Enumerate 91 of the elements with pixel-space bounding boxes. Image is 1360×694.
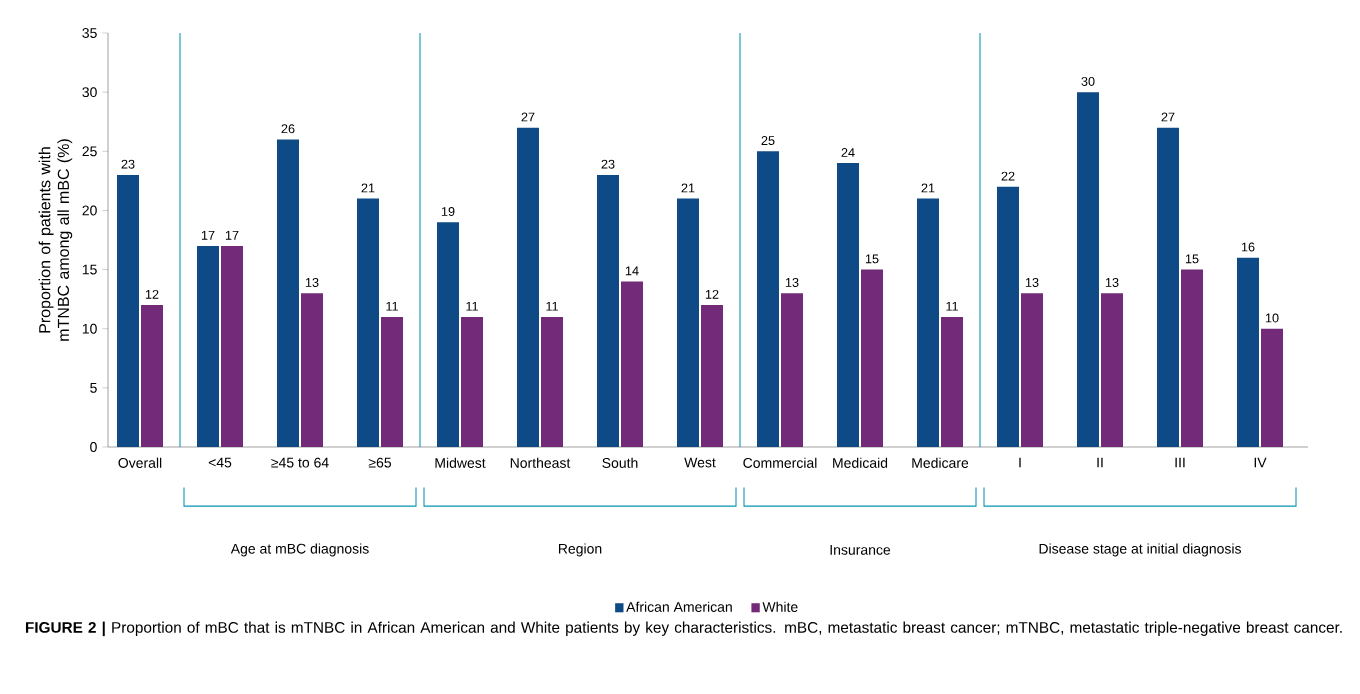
data-label: 21 [361, 183, 375, 193]
data-label: 26 [281, 124, 295, 134]
x-tick-label: II [1097, 457, 1103, 468]
bar [381, 316, 404, 447]
y-tick-label: 10 [82, 323, 97, 334]
bar [677, 198, 700, 447]
data-label: 13 [1025, 278, 1039, 287]
bar [1077, 92, 1100, 447]
x-tick-label: <45 [208, 457, 232, 468]
bar [117, 174, 139, 447]
data-label: 11 [466, 301, 478, 311]
bar [517, 127, 539, 447]
x-tick-label: Overall [118, 457, 162, 468]
x-tick-label: Northeast [510, 457, 571, 468]
y-tick-label: 5 [90, 382, 97, 393]
data-label: 13 [1105, 278, 1119, 287]
bar [461, 316, 483, 447]
data-label: 24 [841, 148, 855, 157]
bar [141, 305, 163, 447]
data-label: 11 [946, 301, 958, 311]
bar [1021, 293, 1044, 447]
bar [301, 293, 324, 447]
data-label: 15 [1185, 254, 1199, 264]
x-tick-label: Commercial [743, 457, 817, 468]
x-tick-label: III [1175, 457, 1185, 468]
y-axis-title: Proportion of patients with mTNBC among all mBC (%) [38, 139, 73, 341]
x-tick-label: Medicaid [833, 457, 888, 468]
bar [597, 174, 620, 447]
text: Disease stage at initial diagnosis [1039, 543, 1241, 557]
bar [701, 305, 724, 447]
bar [357, 198, 380, 447]
bar [837, 163, 860, 447]
x-tick-label: IV [1254, 457, 1267, 468]
x-tick-label: West [684, 457, 716, 468]
data-label: 25 [761, 136, 775, 146]
data-label: 15 [865, 254, 879, 264]
legend-label: African American [626, 601, 732, 612]
x-tick-label: Medicare [912, 457, 969, 468]
data-label: 17 [225, 230, 239, 240]
bar [197, 245, 219, 447]
data-label: 11 [546, 301, 558, 311]
data-label: 13 [785, 278, 799, 287]
bar [757, 151, 780, 447]
legend-label: White [762, 601, 798, 612]
data-label: 13 [305, 278, 319, 287]
bar [1261, 328, 1284, 447]
bar [621, 281, 644, 447]
bar [997, 186, 1020, 447]
x-tick-label: Midwest [435, 457, 486, 468]
bar [437, 222, 460, 447]
bar [861, 269, 883, 447]
bar [1181, 269, 1204, 447]
text: Age at mBC diagnosis [230, 543, 369, 557]
data-label: 23 [601, 159, 615, 169]
bar [917, 198, 940, 447]
data-label: 19 [441, 207, 455, 216]
y-tick-label: 0 [90, 442, 97, 452]
data-label: 21 [921, 183, 935, 193]
bar [1237, 257, 1260, 447]
y-tick-label: 15 [82, 264, 97, 275]
y-tick-label: 25 [82, 146, 97, 157]
data-label: 16 [1241, 242, 1255, 252]
x-tick-label: I [1019, 457, 1021, 468]
bar [781, 293, 804, 447]
bar [541, 316, 563, 447]
data-label: 22 [1001, 171, 1015, 181]
data-label: 21 [681, 183, 695, 193]
bar [1101, 293, 1124, 447]
text: Insurance [830, 545, 891, 555]
data-label: 17 [201, 230, 215, 240]
x-tick-label: ≥45 to 64 [271, 457, 329, 468]
bar [221, 245, 243, 447]
bar [1157, 127, 1180, 447]
y-tick-label: 30 [82, 87, 97, 98]
data-label: 14 [625, 266, 639, 276]
y-tick-label: 35 [82, 28, 97, 38]
data-label: 23 [121, 159, 135, 169]
bar [941, 316, 964, 447]
data-label: 12 [705, 289, 719, 299]
data-label: 10 [1265, 313, 1279, 323]
x-tick-label: ≥65 [368, 457, 392, 468]
text: FIGURE 2 | Proportion of mBC that is mTNBC in African American and White patients by key characteristics. mBC, metastatic breast cancer; mTNBC, metastatic triple-negative breast cancer. [25, 621, 1342, 637]
data-label: 11 [386, 301, 398, 311]
bar [277, 139, 300, 447]
text: Region [558, 543, 602, 557]
data-label: 27 [1161, 112, 1175, 122]
data-label: 27 [521, 112, 535, 122]
data-label: 30 [1081, 76, 1095, 86]
x-tick-label: South [602, 457, 638, 468]
y-tick-label: 20 [82, 205, 97, 216]
data-label: 12 [145, 289, 159, 299]
